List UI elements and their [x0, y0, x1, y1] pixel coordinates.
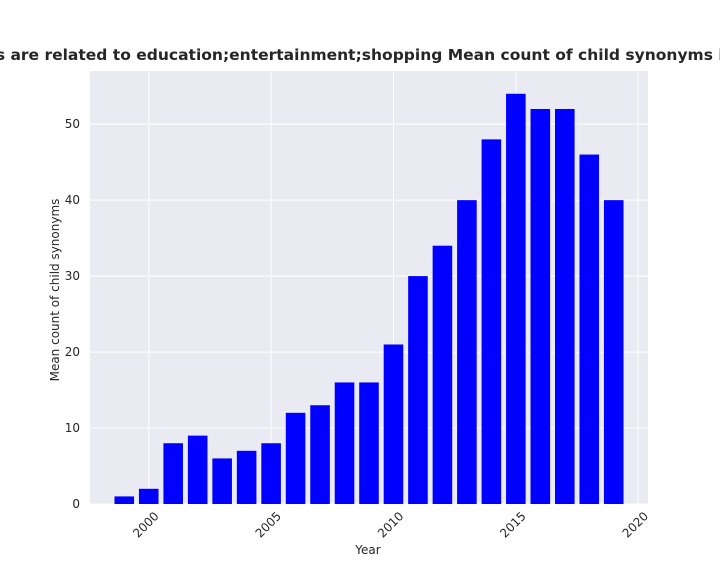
x-tick-label: 2000 — [130, 509, 161, 540]
y-tick-label: 50 — [65, 117, 80, 131]
bar — [261, 443, 281, 504]
x-tick-label: 2010 — [375, 509, 406, 540]
y-tick-label: 0 — [72, 497, 80, 511]
bar — [603, 200, 624, 504]
bar — [481, 139, 502, 505]
bar — [138, 488, 159, 504]
x-tick-label: 2015 — [497, 509, 528, 540]
bar — [163, 443, 183, 504]
y-axis-label: Mean count of child synonyms — [48, 198, 62, 382]
bar — [457, 200, 477, 504]
bar — [530, 108, 551, 504]
x-tick-label: 2020 — [620, 509, 651, 540]
bar — [555, 108, 575, 504]
x-axis-label: Year — [355, 543, 381, 557]
y-tick-label: 30 — [65, 269, 80, 283]
bar — [579, 154, 600, 504]
bar — [187, 435, 208, 504]
bar — [310, 405, 330, 504]
bar — [236, 450, 257, 504]
bar — [432, 245, 453, 504]
bar — [212, 458, 232, 504]
y-tick-label: 10 — [65, 421, 80, 435]
bar — [334, 382, 355, 504]
chart-title: ies are related to education;entertainme… — [0, 46, 720, 64]
chart-title-text: ies are related to education;entertainme… — [0, 46, 720, 64]
bar — [285, 412, 306, 504]
bar — [114, 496, 135, 504]
y-tick-label: 20 — [65, 345, 80, 359]
x-tick-label: 2005 — [253, 509, 284, 540]
bar — [506, 93, 526, 504]
bar — [383, 344, 404, 504]
bar — [359, 382, 379, 504]
bar — [408, 276, 428, 504]
y-tick-label: 40 — [65, 193, 80, 207]
